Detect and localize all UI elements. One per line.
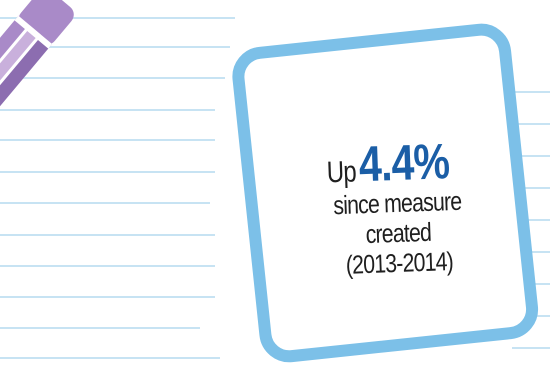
stat-caption-line3: (2013-2014) <box>345 246 454 280</box>
stat-callout: Up 4.4% since measure created (2013-2014… <box>295 133 500 282</box>
headline-row: Up 4.4% <box>295 133 497 193</box>
stat-prefix: Up <box>325 155 357 190</box>
stat-percentage: 4.4% <box>358 133 451 193</box>
